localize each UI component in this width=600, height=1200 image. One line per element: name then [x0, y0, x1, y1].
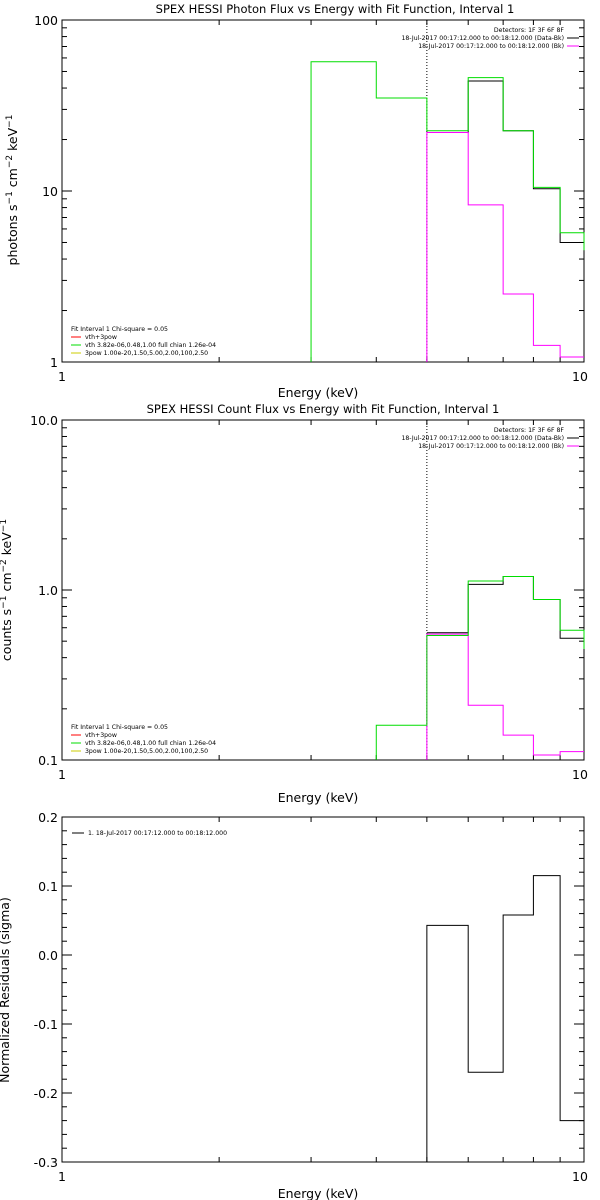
legend-text: Fit Interval 1 Chi-square = 0.05: [71, 326, 168, 333]
count-flux-panel: SPEX HESSI Count Flux vs Energy with Fit…: [0, 402, 588, 805]
y-tick-label: 0.0: [38, 948, 58, 963]
y-tick-label: -0.3: [34, 1155, 58, 1170]
y-tick-label: 0.1: [38, 879, 58, 894]
legend-text: 3pow 1.00e-20,1.50,5.00,2.00,100,2.50: [85, 748, 208, 755]
x-tick-label: 1: [58, 369, 66, 384]
series-line: [375, 576, 585, 760]
y-axis-label: photons s−1 cm−2 keV−1: [5, 115, 20, 266]
legend-text: vth 3.82e-06,0.48,1.00 full chian 1.26e-…: [85, 342, 216, 349]
legend-text: vth+3pow: [85, 732, 117, 739]
series-line: [426, 131, 584, 362]
plot-frame: [61, 419, 585, 761]
residuals-panel: Energy (keV) Normalized Residuals (sigma…: [0, 810, 588, 1200]
y-tick-label: 1: [50, 355, 58, 370]
x-axis-label: Energy (keV): [278, 385, 359, 400]
x-tick-label: 10: [572, 1169, 588, 1184]
y-axis-label: Normalized Residuals (sigma): [0, 897, 12, 1083]
chart-title: SPEX HESSI Photon Flux vs Energy with Fi…: [156, 2, 515, 16]
x-axis-label: Energy (keV): [278, 1186, 359, 1200]
photon-flux-panel: SPEX HESSI Photon Flux vs Energy with Fi…: [5, 2, 588, 400]
legend-text: 18-Jul-2017 00:17:12.000 to 00:18:12.000…: [418, 443, 564, 450]
y-axis-label: counts s−1 cm−2 keV−1: [0, 519, 14, 661]
y-tick-label: 0.2: [38, 810, 58, 825]
x-axis-label: Energy (keV): [278, 790, 359, 805]
legend-text: 18-Jul-2017 00:17:12.000 to 00:18:12.000…: [401, 35, 564, 42]
legend-text: vth 3.82e-06,0.48,1.00 full chian 1.26e-…: [85, 740, 216, 747]
y-tick-label: -0.2: [34, 1086, 58, 1101]
series-line: [310, 61, 585, 362]
y-tick-label: 10: [42, 184, 58, 199]
series-line: [426, 875, 584, 1162]
legend-text: Fit Interval 1 Chi-square = 0.05: [71, 724, 168, 731]
legend-text: Detectors: 1F 3F 6F 8F: [494, 27, 565, 34]
y-tick-label: 0.1: [38, 753, 58, 768]
y-tick-label: 10.0: [30, 413, 58, 428]
legend-text: Detectors: 1F 3F 6F 8F: [494, 427, 565, 434]
legend-text: vth+3pow: [85, 334, 117, 341]
chart-title: SPEX HESSI Count Flux vs Energy with Fit…: [147, 402, 500, 416]
legend-text: 3pow 1.00e-20,1.50,5.00,2.00,100,2.50: [85, 350, 208, 357]
legend-text: 18-Jul-2017 00:17:12.000 to 00:18:12.000…: [401, 435, 564, 442]
plot-frame: [61, 816, 585, 1163]
y-tick-label: 1.0: [38, 583, 58, 598]
y-tick-label: -0.1: [34, 1017, 58, 1032]
legend-text: 1. 18-Jul-2017 00:17:12.000 to 00:18:12.…: [88, 830, 227, 837]
x-tick-label: 1: [58, 767, 66, 782]
legend-text: 18-Jul-2017 00:17:12.000 to 00:18:12.000…: [418, 43, 564, 50]
series-line: [426, 633, 584, 760]
plot-frame: [61, 19, 585, 363]
x-tick-label: 10: [572, 767, 588, 782]
x-tick-label: 10: [572, 369, 588, 384]
y-tick-label: 100: [34, 13, 58, 28]
x-tick-label: 1: [58, 1169, 66, 1184]
